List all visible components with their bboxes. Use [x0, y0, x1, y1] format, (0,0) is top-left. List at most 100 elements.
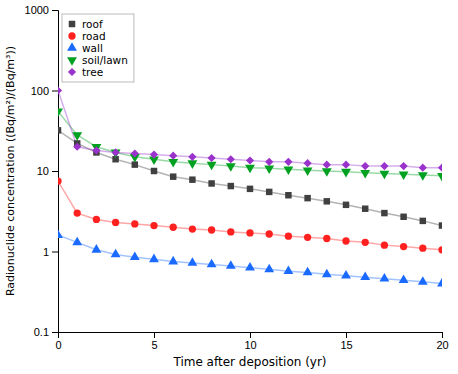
- marker: [437, 173, 442, 182]
- tick-label: 15: [340, 339, 352, 351]
- marker: [419, 164, 427, 172]
- marker: [207, 162, 217, 171]
- marker: [131, 149, 139, 157]
- tick-label: 10: [37, 165, 49, 177]
- marker: [168, 256, 178, 265]
- series-line: [58, 91, 442, 168]
- marker: [58, 229, 63, 238]
- y-axis: 0.1 1 10 100 1000: [25, 4, 59, 338]
- marker: [264, 165, 274, 174]
- marker: [418, 172, 428, 181]
- legend-label: roof: [82, 18, 103, 30]
- marker: [304, 159, 312, 167]
- marker: [72, 132, 82, 141]
- marker: [74, 209, 81, 216]
- tick-label: 0: [55, 339, 61, 351]
- chart: 0 5 10 15 20 0.1 1 10 100 1000 Time after depositi…: [0, 0, 458, 374]
- marker: [58, 109, 63, 118]
- series-markers: [58, 177, 442, 253]
- x-axis-title: Time after deposition (yr): [172, 355, 326, 369]
- tick-label: 10: [244, 339, 256, 351]
- marker: [189, 176, 195, 182]
- marker: [170, 173, 176, 179]
- marker: [304, 195, 310, 201]
- marker: [208, 180, 214, 186]
- marker: [343, 202, 349, 208]
- marker: [362, 239, 369, 246]
- marker: [150, 150, 158, 158]
- marker: [58, 86, 62, 94]
- tick-label: 0.1: [34, 326, 49, 338]
- marker: [168, 159, 178, 168]
- marker: [400, 162, 408, 170]
- legend-symbol: [67, 42, 77, 51]
- marker: [169, 152, 177, 160]
- marker: [228, 183, 234, 189]
- marker: [187, 160, 197, 169]
- marker: [187, 257, 197, 266]
- tick-mark: [442, 332, 443, 338]
- marker: [400, 214, 406, 220]
- marker: [208, 154, 216, 162]
- marker: [283, 265, 293, 274]
- marker: [381, 241, 388, 248]
- marker: [245, 165, 255, 174]
- marker: [264, 264, 274, 273]
- tick: 1000: [25, 4, 58, 16]
- legend-label: wall: [82, 42, 103, 54]
- marker: [304, 234, 311, 241]
- legend: roofroadwallsoil/lawntree: [62, 14, 134, 82]
- x-axis: 0 5 10 15 20: [55, 332, 448, 351]
- marker: [245, 262, 255, 271]
- marker: [207, 259, 217, 268]
- marker: [323, 235, 330, 242]
- marker: [303, 267, 313, 276]
- tick: 15: [340, 332, 352, 351]
- legend-symbol: [69, 21, 75, 27]
- legend-label: soil/lawn: [82, 54, 128, 66]
- tick-mark: [346, 332, 347, 338]
- marker: [112, 148, 120, 156]
- marker: [150, 222, 157, 229]
- marker: [322, 269, 332, 278]
- series-line: [58, 130, 442, 225]
- marker: [189, 225, 196, 232]
- marker: [285, 192, 291, 198]
- tick-label: 5: [151, 339, 157, 351]
- marker: [58, 177, 62, 184]
- marker: [381, 210, 387, 216]
- tick-mark: [52, 332, 58, 333]
- tick-label: 100: [31, 85, 49, 97]
- marker: [323, 161, 331, 169]
- marker: [246, 229, 253, 236]
- marker: [303, 167, 313, 176]
- tick: 0.1: [34, 326, 58, 338]
- marker: [324, 198, 330, 204]
- series-line: [58, 235, 442, 283]
- legend-label: road: [82, 30, 106, 42]
- tick: 100: [31, 85, 58, 97]
- marker: [226, 260, 236, 269]
- marker: [419, 245, 426, 252]
- marker: [226, 163, 236, 172]
- marker: [73, 143, 81, 151]
- marker: [439, 222, 442, 228]
- marker: [208, 226, 215, 233]
- tick: 0: [55, 332, 61, 351]
- marker: [379, 273, 389, 282]
- tick: 20: [436, 332, 448, 351]
- marker: [399, 275, 409, 284]
- marker: [149, 254, 159, 263]
- marker: [361, 162, 369, 170]
- tick-label: 20: [436, 339, 448, 351]
- tick-label: 1000: [25, 4, 49, 16]
- legend-symbol: [68, 32, 75, 39]
- tick-label: 1: [43, 246, 49, 258]
- marker: [247, 186, 253, 192]
- marker: [266, 189, 272, 195]
- marker: [91, 244, 101, 253]
- tick-mark: [52, 10, 58, 11]
- series-line: [58, 111, 442, 175]
- marker: [322, 168, 332, 177]
- marker: [362, 205, 368, 211]
